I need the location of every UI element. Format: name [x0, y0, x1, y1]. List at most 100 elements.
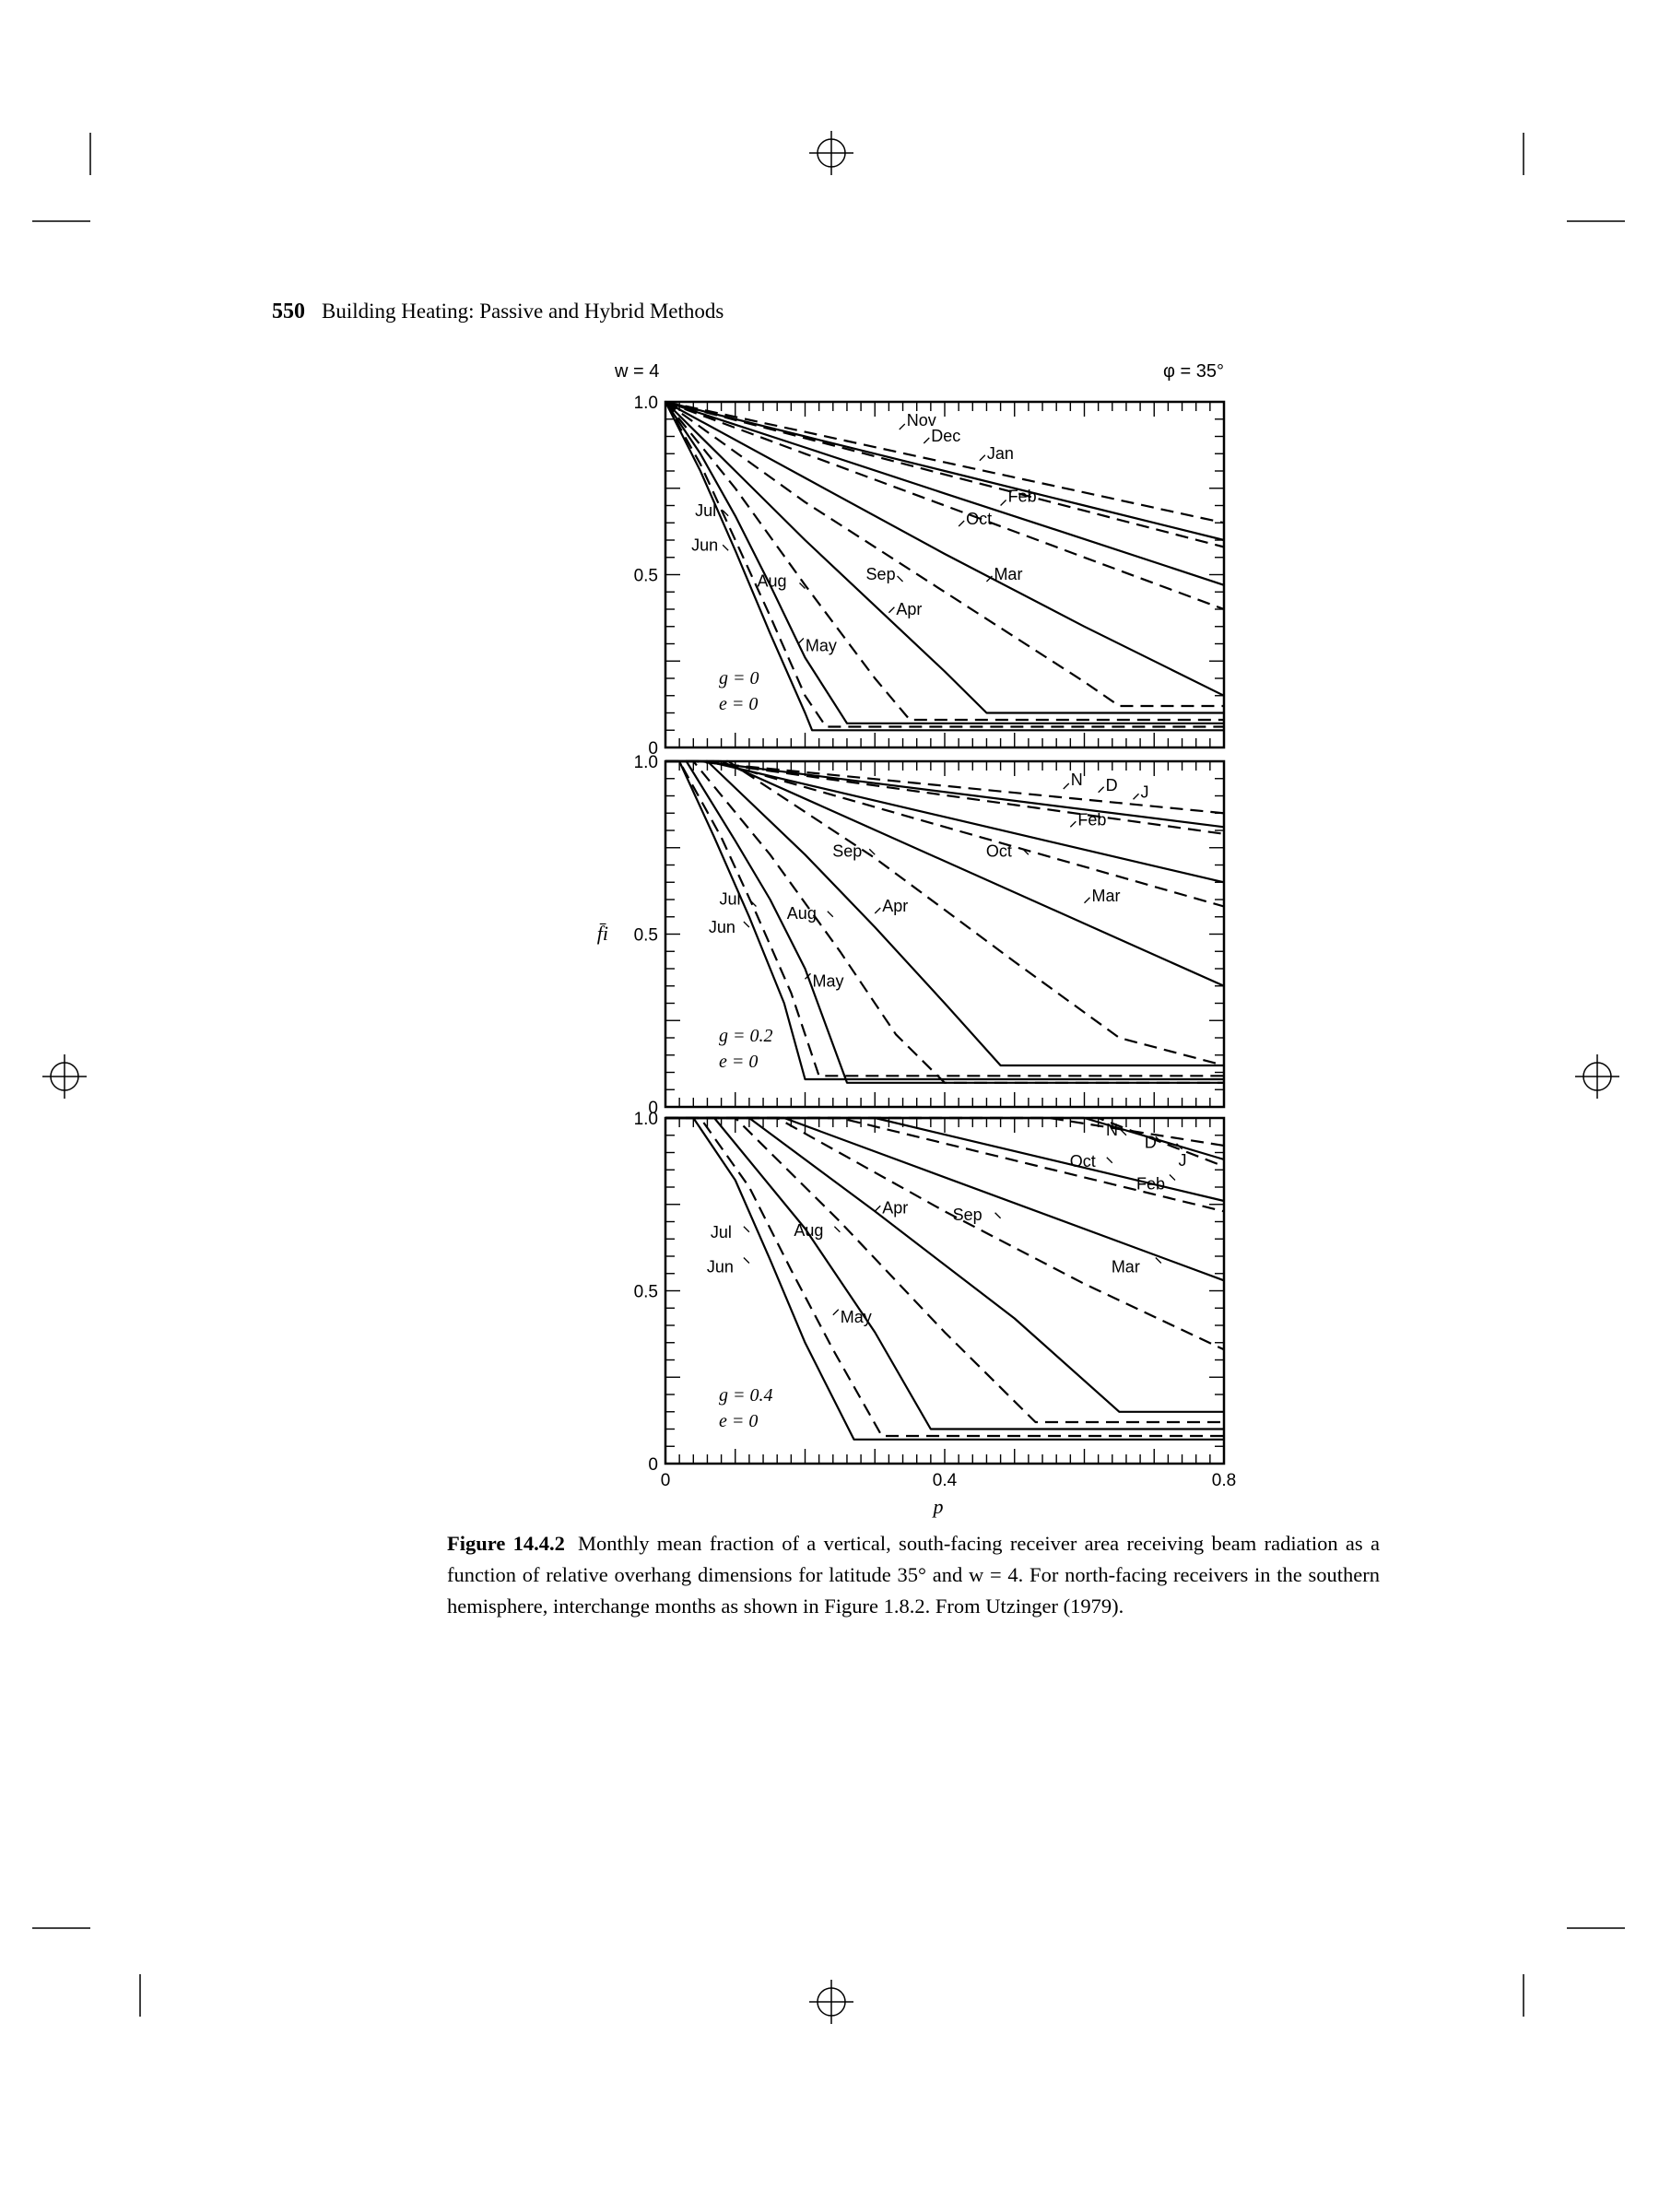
y-axis-label: f̄i — [597, 922, 608, 945]
series-leader — [1176, 1143, 1183, 1150]
param-label: e = 0 — [719, 1411, 758, 1431]
series-label-aug: Aug — [758, 572, 787, 591]
series-leader — [958, 520, 965, 527]
series-label-apr: Apr — [882, 1198, 908, 1217]
series-line-sep — [665, 401, 1224, 708]
param-label: g = 0.2 — [719, 1026, 773, 1046]
w-corner-label: w = 4 — [614, 361, 659, 382]
series-leader — [994, 1212, 1002, 1219]
x-tick-label: 0 — [661, 1471, 671, 1490]
series-line-apr — [665, 401, 1224, 714]
series-label-oct: Oct — [986, 841, 1012, 860]
series-leader — [899, 423, 906, 430]
series-label-d: D — [1106, 776, 1118, 794]
series-label-jul: Jul — [711, 1223, 732, 1241]
series-label-apr: Apr — [896, 600, 922, 618]
series-line-nov — [665, 400, 1225, 524]
series-label-oct: Oct — [1070, 1152, 1096, 1171]
series-label-may: May — [841, 1308, 872, 1326]
series-leader — [1084, 897, 1090, 904]
series-line-may — [665, 401, 1224, 724]
series-line-jul — [665, 759, 1224, 1077]
page-number: 550 — [272, 300, 305, 324]
series-line-jun — [665, 759, 1224, 1081]
series-label-jun: Jun — [691, 535, 718, 554]
series-leader — [923, 437, 930, 444]
series-line-aug — [665, 401, 1224, 722]
series-line-feb — [665, 400, 1225, 586]
series-leader — [743, 1257, 750, 1264]
series-line-dec — [665, 400, 1225, 542]
x-axis-label: p — [932, 1495, 944, 1518]
series-leader — [1022, 848, 1030, 855]
series-leader — [805, 972, 811, 980]
series-label-j: J — [1179, 1151, 1187, 1170]
series-label-mar: Mar — [1092, 887, 1121, 905]
series-leader — [797, 638, 805, 644]
series-label-sep: Sep — [866, 565, 896, 583]
series-leader — [722, 544, 729, 551]
series-leader — [1000, 500, 1007, 506]
chart-figure: 1.00.50NovDecJanFebOctMarSepAprAugMayJun… — [634, 394, 1237, 1490]
series-line-may — [665, 1116, 1224, 1430]
series-line-jun — [665, 401, 1224, 732]
series-line-oct — [665, 1116, 1225, 1213]
series-leader — [832, 1309, 840, 1316]
series-leader — [874, 907, 881, 914]
series-leader — [1169, 1174, 1176, 1181]
series-label-mar: Mar — [1112, 1258, 1140, 1277]
series-leader — [743, 1226, 750, 1233]
y-tick-label: 0.5 — [634, 567, 658, 586]
series-leader — [868, 848, 876, 855]
panel-2: 1.0 0.5 0 N D J Feb Oct Mar Sep Apr Aug May Jun Jul g =… — [634, 753, 1226, 1118]
y-tick-label: 0.5 — [634, 1283, 658, 1302]
series-label-may: May — [806, 637, 837, 655]
series-label-sep: Sep — [832, 841, 862, 860]
series-label-apr: Apr — [882, 897, 908, 915]
y-tick-label: 1.0 — [634, 394, 658, 413]
series-label-j: J — [1141, 782, 1149, 801]
series-label-d: D — [1145, 1133, 1157, 1151]
param-label: g = 0.4 — [719, 1385, 773, 1406]
series-leader — [827, 911, 834, 918]
series-line-oct — [665, 400, 1225, 611]
series-leader — [1106, 1157, 1113, 1164]
series-line-sep — [665, 1116, 1225, 1351]
y-tick-label: 0.5 — [634, 926, 658, 946]
series-leader — [799, 582, 806, 589]
x-tick-label: 0.8 — [1212, 1471, 1236, 1490]
series-leader — [1098, 786, 1105, 794]
series-leader — [1133, 793, 1139, 800]
series-leader — [833, 1226, 841, 1233]
series-label-aug: Aug — [787, 904, 817, 923]
series-label-mar: Mar — [994, 565, 1022, 583]
latitude-corner-label: φ = 35° — [1163, 361, 1224, 382]
series-label-dec: Dec — [931, 427, 960, 445]
y-tick-label: 1.0 — [634, 1110, 658, 1129]
series-line-aug — [665, 1116, 1224, 1424]
running-title: Building Heating: Passive and Hybrid Met… — [322, 300, 724, 323]
series-leader — [897, 575, 904, 582]
figure-label: Figure 14.4.2 — [447, 1532, 565, 1555]
series-label-feb: Feb — [1077, 810, 1106, 829]
series-label-aug: Aug — [794, 1221, 823, 1240]
series-line-may — [665, 759, 1224, 1084]
y-tick-label: 1.0 — [634, 753, 658, 772]
series-line-jan — [665, 400, 1225, 548]
series-leader — [743, 921, 750, 928]
series-leader — [985, 575, 993, 582]
param-label: e = 0 — [719, 694, 758, 714]
x-tick-label: 0.4 — [933, 1471, 958, 1490]
series-leader — [722, 510, 729, 517]
param-label: e = 0 — [719, 1052, 758, 1072]
series-line-sep — [665, 759, 1225, 1067]
series-line-mar — [665, 1116, 1225, 1282]
panel-3: 1.00.500 0.4 0.8NDJFebOctMarSepAprAugMayJu… — [634, 1110, 1237, 1490]
series-leader — [1120, 1129, 1127, 1136]
series-leader — [888, 606, 895, 614]
series-leader — [1069, 820, 1077, 828]
series-label-feb: Feb — [1136, 1175, 1165, 1194]
series-line-mar — [665, 401, 1225, 697]
series-leader — [1155, 1257, 1162, 1264]
